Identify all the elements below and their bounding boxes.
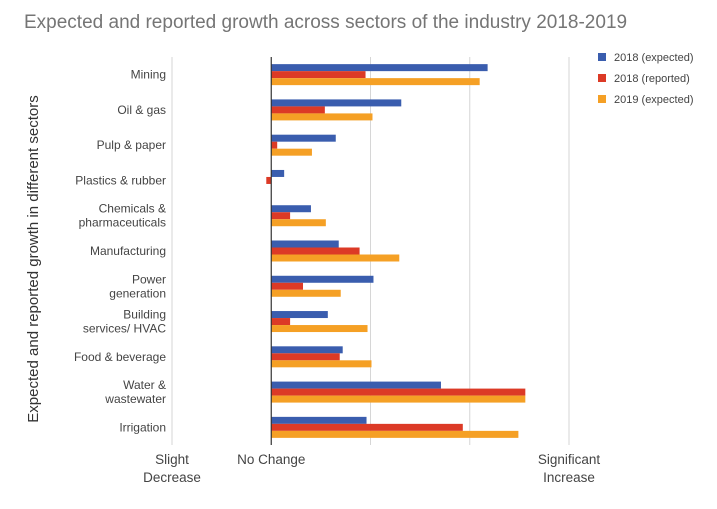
category-label-line-4-0: Chemicals & [99,202,166,216]
bar-8-0 [271,346,343,354]
x-tick-label-1: No Change [237,452,305,467]
category-label-10: Irrigation [119,420,166,434]
category-label-line-9-0: Water & [123,378,166,392]
bar-9-1 [271,388,526,396]
bar-9-2 [271,395,526,403]
category-label-2: Pulp & paper [97,138,166,152]
bar-2-2 [271,148,312,156]
bar-4-0 [271,205,311,213]
bar-5-1 [271,247,360,255]
bar-3-0 [271,169,285,177]
bar-4-2 [271,219,326,227]
bar-5-0 [271,240,339,248]
x-tick-label-line-0-1: Decrease [143,470,201,485]
bar-2-1 [271,141,278,149]
category-label-0: Mining [131,68,166,82]
category-label-8: Food & beverage [74,350,166,364]
legend-swatch-2 [598,95,606,103]
legend-swatch-1 [598,74,606,82]
chart-title: Expected and reported growth across sect… [24,12,628,33]
legend-label-2: 2019 (expected) [614,94,694,106]
bar-7-1 [271,318,291,326]
bar-3-1 [266,176,272,184]
category-label-line-2-0: Pulp & paper [97,138,166,152]
category-label-line-0-0: Mining [131,68,166,82]
bar-0-2 [271,78,480,86]
bar-2-0 [271,134,336,142]
bar-8-1 [271,353,340,361]
category-label-9: Water & wastewater [104,378,166,406]
x-tick-label-4: Significant Increase [538,452,601,485]
category-label-line-6-1: generation [109,286,166,300]
bar-9-0 [271,381,441,389]
category-label-line-9-1: wastewater [104,392,166,406]
bar-7-0 [271,311,328,319]
category-label-6: Power generation [109,272,166,300]
bar-10-2 [271,430,519,438]
bar-4-1 [271,212,291,220]
category-label-1: Oil & gas [117,103,166,117]
x-tick-label-line-1-0: No Change [237,452,305,467]
grid-lines [171,57,570,445]
legend-swatch-0 [598,53,606,61]
bars [266,64,526,438]
category-label-line-5-0: Manufacturing [90,244,166,258]
bar-6-1 [271,282,304,290]
bar-5-2 [271,254,400,262]
bar-10-0 [271,416,367,424]
bar-7-2 [271,325,368,333]
bar-1-2 [271,113,373,121]
category-label-line-4-1: pharmaceuticals [79,216,166,230]
legend-label-1: 2018 (reported) [614,73,690,85]
category-label-5: Manufacturing [90,244,166,258]
category-label-line-10-0: Irrigation [119,420,166,434]
x-tick-label-line-4-1: Increase [543,470,595,485]
category-label-line-7-1: services/ HVAC [83,322,166,336]
y-axis-label: Expected and reported growth in differen… [25,95,42,422]
bar-6-2 [271,289,341,297]
bar-1-0 [271,99,402,107]
legend-label-0: 2018 (expected) [614,52,694,64]
bar-10-1 [271,423,463,431]
category-label-line-1-0: Oil & gas [117,103,166,117]
bar-0-0 [271,64,488,72]
x-tick-labels: Slight Decrease No Change Significant Increa… [143,452,601,485]
x-tick-label-line-4-0: Significant [538,452,601,467]
category-label-7: Building services/ HVAC [83,308,166,336]
category-labels: Mining Oil & gas Pulp & paper Plastics & ru… [74,68,166,435]
bar-0-1 [271,71,366,79]
x-tick-label-line-0-0: Slight [155,452,189,467]
category-label-line-3-0: Plastics & rubber [75,173,166,187]
category-label-line-6-0: Power [132,272,166,286]
x-tick-label-0: Slight Decrease [143,452,201,485]
bar-8-2 [271,360,372,368]
category-label-line-7-0: Building [123,308,166,322]
bar-1-1 [271,106,325,114]
bar-6-0 [271,275,374,283]
legend: 2018 (expected) 2018 (reported) 2019 (expe… [598,52,694,106]
category-label-4: Chemicals & pharmaceuticals [79,202,166,230]
category-label-3: Plastics & rubber [75,173,166,187]
category-label-line-8-0: Food & beverage [74,350,166,364]
